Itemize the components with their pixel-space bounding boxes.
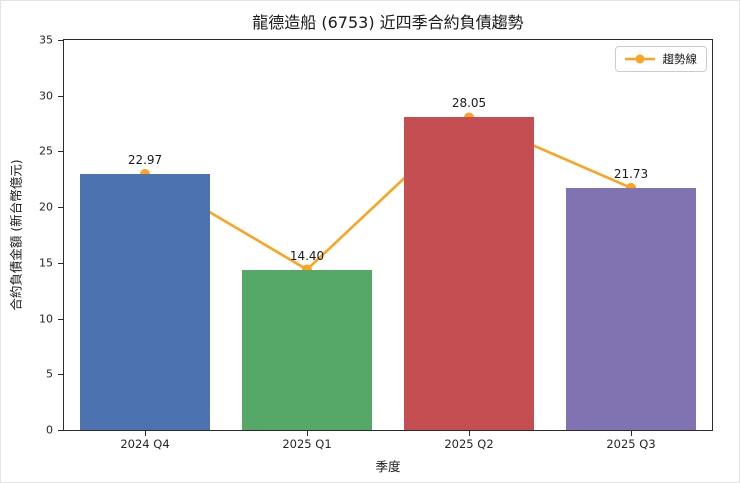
y-tick-label: 10 (39, 312, 53, 326)
y-tick-label: 30 (39, 89, 53, 103)
bar-2024-q4 (80, 174, 210, 430)
y-tick-mark (58, 95, 63, 97)
plot-area: 趨勢線 22.97 14.40 28.05 21.73 (63, 39, 713, 431)
x-axis-label: 季度 (375, 459, 401, 474)
x-tick-label: 2024 Q4 (120, 437, 170, 451)
x-tick-label: 2025 Q3 (606, 437, 656, 451)
x-tick-label: 2025 Q1 (282, 437, 332, 451)
y-tick-label: 15 (39, 256, 53, 270)
x-tick-mark (307, 431, 308, 436)
x-tick-label: 2025 Q2 (444, 437, 494, 451)
bar-2025-q1 (242, 269, 372, 430)
y-tick-mark (58, 151, 63, 153)
legend-trend-line-icon (624, 54, 655, 64)
y-tick-mark (58, 40, 63, 41)
y-tick-label: 0 (46, 423, 53, 437)
data-point-label: 28.05 (451, 96, 487, 111)
legend-label: 趨勢線 (662, 52, 698, 66)
data-point-label: 14.40 (289, 248, 325, 263)
legend-marker-sample (635, 54, 644, 64)
data-point-label: 21.73 (613, 166, 649, 181)
y-tick-label: 25 (39, 144, 53, 158)
y-tick-mark (58, 374, 63, 376)
y-axis-label: 合約負債金額 (新台幣億元) (8, 159, 24, 311)
x-tick-mark (631, 431, 632, 436)
x-tick-mark (469, 431, 470, 436)
y-tick-mark (58, 318, 63, 320)
y-tick-label: 5 (46, 367, 53, 381)
y-tick-mark (58, 207, 63, 209)
x-tick-mark (145, 431, 146, 436)
legend: 趨勢線 (614, 46, 707, 72)
y-tick-label: 20 (39, 200, 53, 214)
y-tick-mark (58, 262, 63, 264)
bar-2025-q3 (566, 187, 696, 430)
chart-title: 龍德造船 (6753) 近四季合約負債趨勢 (252, 13, 524, 32)
data-point-label: 22.97 (127, 153, 163, 168)
y-tick-label: 35 (39, 33, 53, 47)
bar-2025-q2 (404, 117, 534, 430)
y-tick-mark (58, 430, 63, 431)
trend-line (144, 115, 632, 272)
